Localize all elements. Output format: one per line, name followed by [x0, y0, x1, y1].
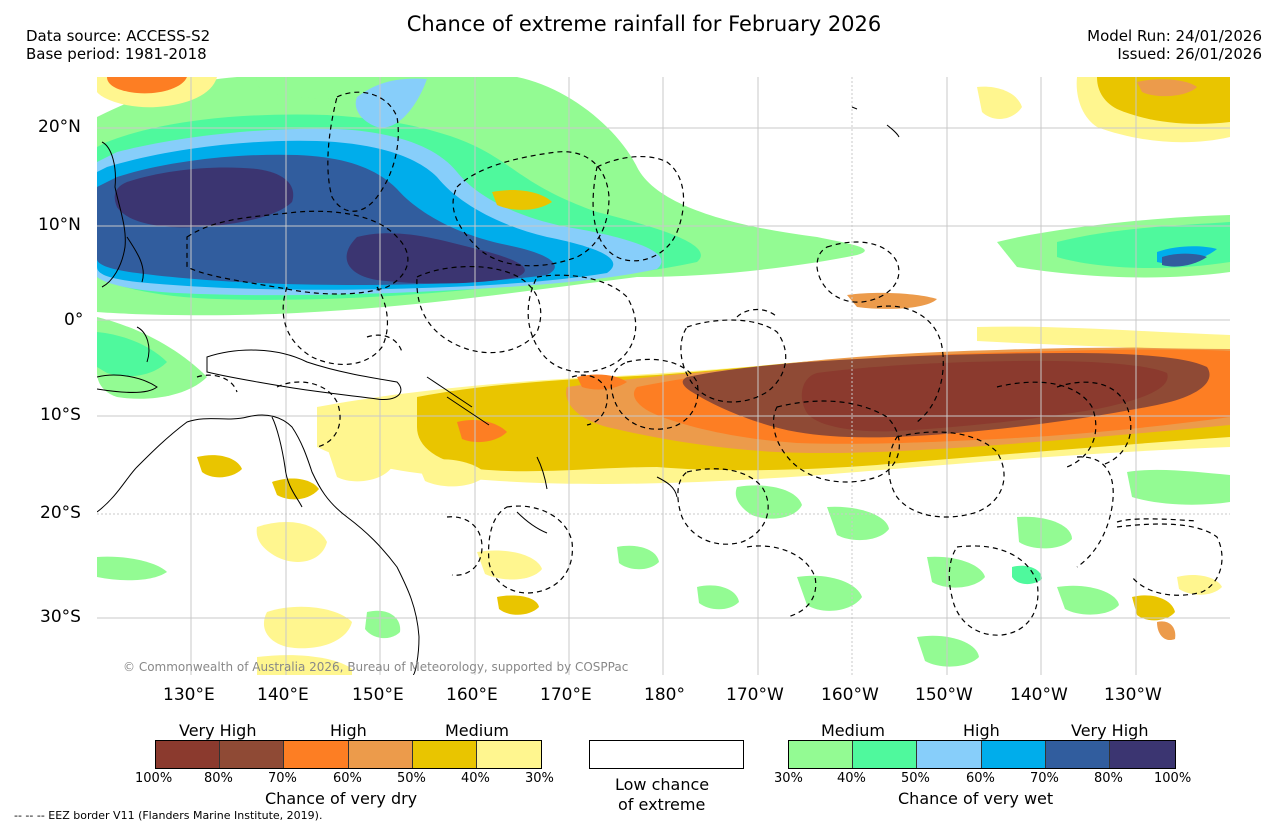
dry-swatch-80-70 — [220, 741, 284, 768]
dry-pct-80: 80% — [204, 771, 233, 786]
dry-pct-60: 60% — [333, 771, 362, 786]
wet-swatch-40-50 — [853, 741, 917, 768]
wet-legend-title: Chance of very wet — [898, 789, 1054, 808]
lon-label-140w: 140°W — [1010, 685, 1068, 705]
wet-colorbar — [788, 740, 1176, 769]
dry-cat-very-high: Very High — [179, 721, 257, 740]
wet-pct-70: 70% — [1030, 771, 1059, 786]
lon-label-170e: 170°E — [540, 685, 592, 705]
land-outlines — [97, 106, 900, 675]
map-gridlines — [97, 77, 1230, 675]
dry-anomaly-northeast — [97, 77, 1230, 210]
dry-pct-40: 40% — [461, 771, 490, 786]
wet-swatch-60-70 — [982, 741, 1046, 768]
dry-pct-30: 30% — [525, 771, 554, 786]
lat-label-10n: 10°N — [38, 215, 81, 235]
lon-label-150w: 150°W — [915, 685, 973, 705]
dry-colorbar — [155, 740, 542, 769]
model-run-text: Model Run: 24/01/2026 — [1087, 27, 1262, 45]
header-left-info: Data source: ACCESS-S2 Base period: 1981… — [26, 27, 210, 63]
wet-pct-50: 50% — [901, 771, 930, 786]
wet-pct-40: 40% — [837, 771, 866, 786]
lat-label-0: 0° — [64, 310, 84, 330]
wet-cat-medium: Medium — [821, 721, 885, 740]
lon-label-130e: 130°E — [163, 685, 215, 705]
dry-pct-100: 100% — [135, 771, 173, 786]
dry-cat-medium: Medium — [445, 721, 509, 740]
rainfall-map[interactable] — [97, 77, 1230, 675]
low-chance-swatch — [589, 740, 744, 769]
map-title: Chance of extreme rainfall for February … — [406, 12, 882, 36]
low-chance-line2: of extreme — [618, 795, 706, 814]
lon-label-180: 180° — [644, 685, 685, 705]
dry-pct-70: 70% — [268, 771, 297, 786]
lat-label-30s: 30°S — [40, 607, 81, 627]
dry-swatch-40-30 — [477, 741, 541, 768]
wet-swatch-50-60 — [917, 741, 982, 768]
wet-swatch-30-40 — [789, 741, 853, 768]
eez-footnote: -- -- -- EEZ border V11 (Flanders Marine… — [14, 809, 323, 822]
lon-label-150e: 150°E — [352, 685, 404, 705]
copyright-text: © Commonwealth of Australia 2026, Bureau… — [123, 660, 629, 674]
lon-label-160w: 160°W — [821, 685, 879, 705]
lat-label-10s: 10°S — [40, 405, 81, 425]
wet-swatch-70-80 — [1046, 741, 1110, 768]
lon-label-170w: 170°W — [726, 685, 784, 705]
lat-label-20s: 20°S — [40, 503, 81, 523]
lon-label-140e: 140°E — [257, 685, 309, 705]
issued-text: Issued: 26/01/2026 — [1117, 45, 1262, 63]
wet-pct-30: 30% — [774, 771, 803, 786]
data-source-text: Data source: ACCESS-S2 — [26, 27, 211, 45]
wet-cat-high: High — [963, 721, 1000, 740]
dry-legend-title: Chance of very dry — [265, 789, 418, 808]
wet-swatch-80-100 — [1110, 741, 1175, 768]
eez-borders — [186, 91, 1223, 636]
lon-label-160e: 160°E — [446, 685, 498, 705]
lat-label-20n: 20°N — [38, 117, 81, 137]
map-canvas — [97, 77, 1230, 675]
dry-swatch-70-60 — [284, 741, 349, 768]
scattered-anomalies-south — [97, 445, 1230, 675]
dry-swatch-100-80 — [156, 741, 220, 768]
dry-swatch-50-40 — [413, 741, 477, 768]
wet-anomaly-north — [97, 77, 1230, 399]
lon-label-130w: 130°W — [1104, 685, 1162, 705]
wet-cat-very-high: Very High — [1071, 721, 1149, 740]
wet-pct-80: 80% — [1094, 771, 1123, 786]
dry-swatch-60-50 — [349, 741, 413, 768]
header-right-info: Model Run: 24/01/2026 Issued: 26/01/2026 — [1087, 27, 1262, 63]
low-chance-line1: Low chance — [615, 775, 710, 794]
wet-pct-100: 100% — [1154, 771, 1192, 786]
wet-pct-60: 60% — [966, 771, 995, 786]
dry-cat-high: High — [330, 721, 367, 740]
dry-pct-50: 50% — [397, 771, 426, 786]
base-period-text: Base period: 1981-2018 — [26, 45, 207, 63]
